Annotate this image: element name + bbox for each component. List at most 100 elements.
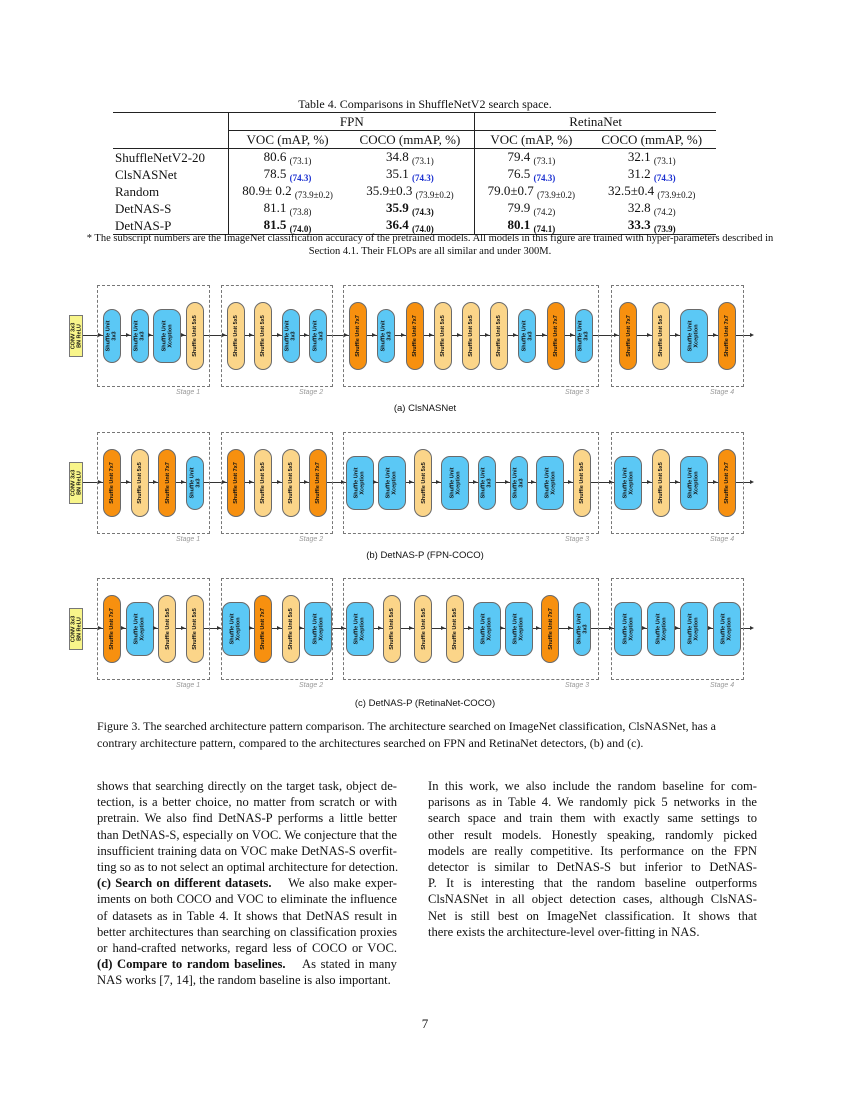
shuffle-unit-7x7: Shuffle Unit 7x7: [541, 595, 560, 663]
shuffle-unit-3x3: Shuffle Unit 3x3: [130, 309, 149, 363]
shuffle-unit-7x7: Shuffle Unit 7x7: [226, 449, 245, 517]
unit-label: Shuffle Unit 5x5: [233, 315, 239, 357]
unit-kind: Xception: [359, 617, 366, 641]
text-line: P. It is interesting that the random bas…: [428, 876, 757, 891]
arrow-head-icon: [499, 626, 504, 630]
unit-label: Shuffle Unit 3x3: [521, 321, 533, 352]
arrow-head-icon: [299, 626, 304, 630]
unit-label: Shuffle Unit Xception: [622, 468, 634, 499]
cell-subscript: (73.9±0.2): [657, 190, 696, 200]
table-cell: 33.3 (73.9): [587, 217, 716, 235]
shuffle-unit-xception: Shuffle Unit Xception: [614, 602, 643, 656]
arrow-head-icon: [372, 480, 377, 484]
stage-box: [97, 432, 210, 534]
text-line: than DetNAS-S, especially on VOC. We con…: [97, 827, 397, 842]
unit-label: Shuffle Unit 7x7: [547, 608, 553, 650]
unit-kind: 3x3: [582, 624, 589, 634]
shuffle-unit-xception: Shuffle Unit Xception: [345, 456, 374, 510]
table-cell: 78.5 (74.3): [228, 166, 346, 183]
conv-label-line: BN ReLU: [76, 617, 83, 641]
cell-subscript: (74.3): [533, 173, 556, 183]
unit-prefix: Shuffle Unit: [723, 325, 730, 357]
table-cell: 32.8 (74.2): [587, 200, 716, 217]
unit-kind: Xception: [167, 324, 174, 348]
unit-kind: 5x5: [452, 608, 459, 618]
unit-prefix: Shuffle Unit: [420, 472, 427, 504]
stage-label: Stage 1: [176, 536, 201, 543]
unit-label: Shuffle Unit 7x7: [724, 315, 730, 357]
unit-label: Shuffle Unit 7x7: [625, 315, 631, 357]
stage-label: Stage 1: [176, 389, 201, 396]
arrow-head-icon: [181, 480, 186, 484]
unit-kind: 5x5: [136, 462, 143, 472]
unit-prefix: Shuffle Unit: [452, 618, 459, 650]
unit-label: Shuffle Unit 5x5: [496, 315, 502, 357]
unit-kind: 7x7: [164, 462, 171, 472]
row-label: ClsNASNet: [115, 166, 178, 182]
unit-prefix: Shuffle Unit: [260, 618, 267, 650]
shuffle-unit-5x5: Shuffle Unit 5x5: [446, 595, 465, 663]
unit-label: Shuffle Unit Xception: [354, 468, 366, 499]
cell-value: 32.1: [627, 149, 651, 164]
unit-label: Shuffle Unit 3x3: [134, 321, 146, 352]
arrow-head-icon: [485, 333, 490, 337]
stage-label: Stage 3: [565, 389, 590, 396]
arrow-head-icon: [647, 480, 652, 484]
cell-subscript: (73.1): [533, 156, 556, 166]
arrow-head-icon: [97, 480, 102, 484]
shuffle-unit-5x5: Shuffle Unit 5x5: [573, 449, 592, 517]
unit-kind: 3x3: [111, 331, 118, 341]
table-cell: 31.2 (74.3): [587, 166, 716, 183]
unit-prefix: Shuffle Unit: [312, 613, 319, 645]
cell-subscript: (74.0): [412, 224, 434, 234]
arrow-head-icon: [609, 626, 614, 630]
arrow-head-icon: [609, 480, 614, 484]
stage-box: [221, 578, 333, 680]
unit-kind: 7x7: [625, 315, 632, 325]
arrow-head-icon: [409, 626, 414, 630]
unit-prefix: Shuffle Unit: [380, 320, 387, 352]
arrow-head-icon: [750, 480, 754, 484]
stage-label: Stage 4: [710, 682, 735, 689]
arrow-head-icon: [541, 333, 546, 337]
conv-label-line: CONV 3x3: [70, 615, 77, 643]
arrow-head-icon: [750, 626, 754, 630]
unit-kind: 7x7: [547, 608, 554, 618]
text-line: there exists the architecture-level over…: [428, 924, 700, 939]
arrow-head-icon: [536, 626, 541, 630]
arrow-head-icon: [472, 480, 477, 484]
text-line: (c) Search on different datasets. We als…: [97, 875, 397, 891]
unit-label: Shuffle Unit 3x3: [189, 468, 201, 499]
column-header: COCO (mmAP, %): [359, 131, 461, 147]
unit-label: Shuffle Unit 5x5: [192, 315, 198, 357]
arrow-head-icon: [221, 480, 226, 484]
table-row: ClsNASNet 78.5 (74.3) 35.1 (74.3) 76.5 (74.…: [113, 166, 716, 183]
unit-kind: 5x5: [579, 462, 586, 472]
shuffle-unit-7x7: Shuffle Unit 7x7: [619, 302, 638, 370]
unit-prefix: Shuffle Unit: [468, 325, 475, 357]
arrow-head-icon: [674, 626, 679, 630]
cell-subscript: (74.3): [653, 173, 676, 183]
shuffle-unit-3x3: Shuffle Unit 3x3: [574, 309, 593, 363]
unit-label: Shuffle Unit Xception: [230, 614, 242, 645]
unit-label: Shuffle Unit 5x5: [260, 462, 266, 504]
unit-kind: 3x3: [290, 331, 297, 341]
unit-prefix: Shuffle Unit: [108, 618, 115, 650]
unit-label: Shuffle Unit Xception: [688, 321, 700, 352]
stage-label: Stage 2: [299, 536, 324, 543]
arrow-head-icon: [707, 626, 712, 630]
unit-kind: 5x5: [658, 315, 665, 325]
shuffle-unit-5x5: Shuffle Unit 5x5: [281, 595, 300, 663]
cell-subscript: (73.9±0.2): [537, 190, 575, 200]
table-cell: 35.1 (74.3): [346, 166, 475, 183]
text-line: or hand-crafted networks, regard less of…: [97, 941, 397, 956]
shuffle-unit-xception: Shuffle Unit Xception: [647, 602, 676, 656]
unit-prefix: Shuffle Unit: [260, 325, 267, 357]
arrow-head-icon: [457, 333, 461, 337]
unit-label: Shuffle Unit 5x5: [260, 315, 266, 357]
arrow-head-icon: [400, 333, 405, 337]
table-cell: 35.9±0.3 (73.9±0.2): [346, 183, 475, 200]
stage-label: Stage 4: [710, 389, 735, 396]
arrow-head-icon: [467, 626, 472, 630]
unit-label: Shuffle Unit Xception: [161, 321, 173, 352]
